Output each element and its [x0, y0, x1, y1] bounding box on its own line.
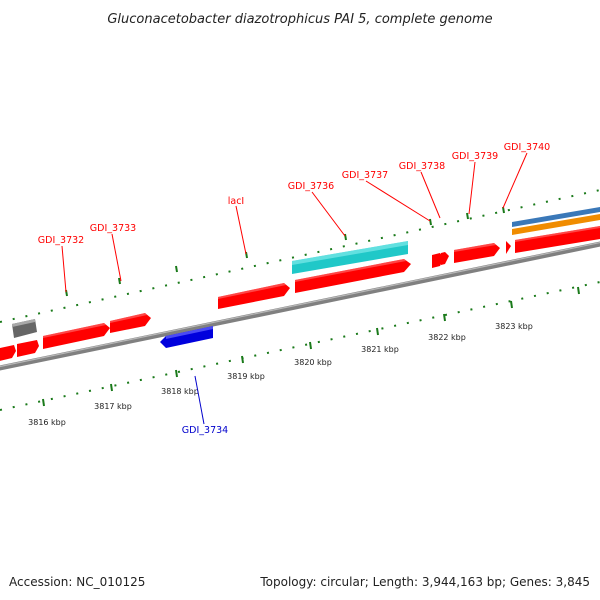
scale-label-3822: 3822 kbp: [428, 333, 466, 342]
topology-text: Topology: circular; Length: 3,944,163 bp…: [259, 575, 590, 589]
cds-arrow[interactable]: [218, 283, 290, 309]
scale-labels: 3816 kbp 3817 kbp 3818 kbp 3819 kbp 3820…: [28, 322, 533, 427]
accession-text: Accession: NC_010125: [9, 575, 145, 589]
cds-arrow[interactable]: [17, 340, 39, 357]
gene-label-laci[interactable]: lacI: [228, 196, 245, 207]
steelblue-band[interactable]: [512, 207, 600, 227]
orange-band[interactable]: [512, 214, 600, 235]
scale-label-3823: 3823 kbp: [495, 322, 533, 331]
scale-label-3816: 3816 kbp: [28, 418, 66, 427]
cds-arrow[interactable]: [295, 259, 411, 293]
gene-label-gdi-3739[interactable]: GDI_3739: [452, 151, 498, 162]
map-title: Gluconacetobacter diazotrophicus PAI 5, …: [107, 12, 492, 27]
scale-label-3821: 3821 kbp: [361, 345, 399, 354]
scale-label-3819: 3819 kbp: [227, 372, 265, 381]
gene-label-gdi-3734[interactable]: GDI_3734: [182, 425, 228, 436]
gene-label-gdi-3740[interactable]: GDI_3740: [504, 142, 550, 153]
gene-label-gdi-3736[interactable]: GDI_3736: [288, 181, 334, 192]
gene-label-gdi-3738[interactable]: GDI_3738: [399, 161, 445, 172]
cds-arrow[interactable]: [506, 241, 511, 254]
feature-bands: [512, 207, 600, 235]
gene-label-gdi-3737[interactable]: GDI_3737: [342, 170, 388, 181]
genome-backbone: [0, 241, 600, 371]
cds-arrow[interactable]: [0, 345, 16, 362]
cds-arrow[interactable]: [515, 226, 600, 253]
cds-arrow[interactable]: [441, 252, 449, 265]
scale-label-3818: 3818 kbp: [161, 387, 199, 396]
scale-label-3820: 3820 kbp: [294, 358, 332, 367]
lower-tick-track: [0, 281, 600, 411]
forward-cds-track: [0, 226, 600, 362]
label-leaders: [61, 152, 528, 425]
gene-labels: GDI_3732 GDI_3733 lacI GDI_3736 GDI_3737…: [38, 142, 550, 436]
gene-label-gdi-3733[interactable]: GDI_3733: [90, 223, 136, 234]
scale-label-3817: 3817 kbp: [94, 402, 132, 411]
cds-arrow[interactable]: [110, 313, 151, 333]
gene-label-gdi-3732[interactable]: GDI_3732: [38, 235, 84, 246]
cds-arrow[interactable]: [43, 323, 110, 349]
